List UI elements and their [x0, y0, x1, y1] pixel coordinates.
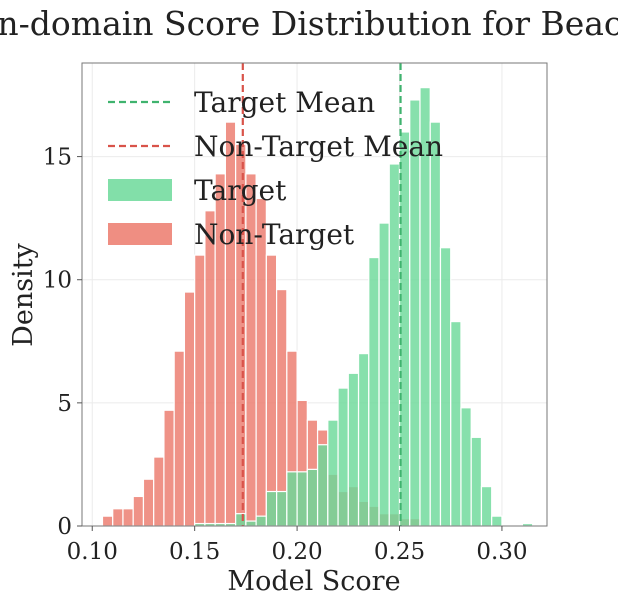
histogram-bar: [276, 288, 288, 527]
histogram-bar: [132, 495, 145, 527]
histogram-bar: [316, 444, 329, 527]
histogram-bar: [439, 247, 452, 527]
histogram-bar: [142, 478, 155, 527]
plot-area: 0.10 0.15 0.20 0.25 0.30 0 5 10 15: [43, 62, 548, 565]
histogram-bar: [409, 99, 421, 527]
histogram-bar: [112, 508, 124, 527]
histogram-bar: [286, 471, 298, 527]
legend: Target Mean Non-Target Mean Target Non-Targ…: [108, 86, 443, 251]
histogram-bar: [245, 520, 257, 527]
legend-label: Non-Target Mean: [194, 130, 443, 163]
histogram-bar: [163, 409, 175, 527]
legend-label: Non-Target: [194, 218, 355, 251]
x-axis-label: Model Score: [227, 566, 400, 597]
histogram-bar: [306, 468, 319, 527]
bars-target: [194, 87, 534, 527]
histogram-bar: [388, 163, 401, 527]
histogram-bar: [450, 320, 462, 527]
legend-label: Target Mean: [194, 86, 375, 119]
histogram-bar: [480, 485, 493, 527]
histogram-bar: [194, 254, 206, 527]
legend-patch-swatch: [108, 179, 172, 201]
histogram-bar: [357, 353, 370, 527]
histogram-bar: [265, 490, 278, 527]
x-tick-label: 0.10: [67, 539, 118, 565]
y-tick-label: 10: [43, 268, 72, 294]
legend-label: Target: [194, 174, 287, 207]
histogram-bar: [460, 407, 472, 527]
histogram-bar: [429, 121, 442, 527]
y-tick-label: 15: [43, 145, 72, 171]
histogram-bar: [183, 291, 196, 527]
y-tick-label: 0: [57, 514, 72, 540]
histogram-bar: [347, 372, 360, 527]
plot-frame: [81, 62, 548, 527]
x-tick-label: 0.30: [476, 539, 527, 565]
x-tick-label: 0.25: [374, 539, 425, 565]
histogram-bar: [491, 515, 503, 527]
histogram-bar: [296, 471, 308, 527]
histogram-bar: [235, 513, 247, 527]
y-tick-label: 5: [57, 391, 72, 417]
x-tick-label: 0.20: [271, 539, 322, 565]
histogram-bar: [173, 350, 186, 527]
histogram-bar: [276, 490, 288, 527]
y-axis-label: Density: [8, 242, 39, 346]
histogram-bar: [470, 436, 483, 527]
histogram-bar: [122, 508, 134, 527]
x-tick-label: 0.15: [169, 539, 220, 565]
legend-patch-swatch: [108, 223, 172, 245]
histogram-bar: [368, 256, 380, 527]
chart-title: In-domain Score Distribution for Beach: [0, 4, 618, 43]
histogram-bar: [337, 387, 349, 527]
histogram-bar: [204, 210, 216, 527]
histogram-bar: [101, 515, 114, 527]
histogram-bar: [255, 515, 267, 527]
histogram-bar: [327, 419, 339, 527]
histogram-bar: [153, 456, 165, 527]
histogram-bar: [378, 222, 390, 527]
histogram-bar: [265, 254, 278, 527]
